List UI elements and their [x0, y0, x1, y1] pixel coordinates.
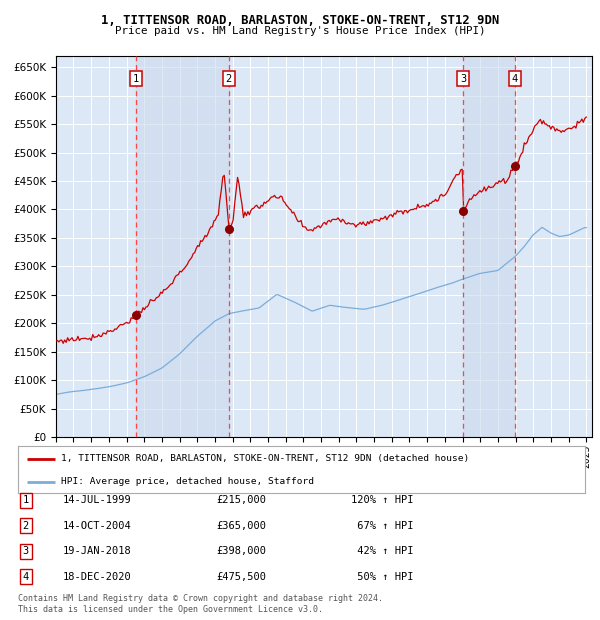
Text: 2: 2	[23, 521, 29, 531]
Text: 42% ↑ HPI: 42% ↑ HPI	[351, 546, 413, 556]
Text: 4: 4	[512, 74, 518, 84]
Text: 4: 4	[23, 572, 29, 582]
Text: 3: 3	[460, 74, 467, 84]
Text: This data is licensed under the Open Government Licence v3.0.: This data is licensed under the Open Gov…	[18, 604, 323, 614]
Text: 19-JAN-2018: 19-JAN-2018	[63, 546, 132, 556]
Text: £475,500: £475,500	[216, 572, 266, 582]
Text: £398,000: £398,000	[216, 546, 266, 556]
Text: 120% ↑ HPI: 120% ↑ HPI	[351, 495, 413, 505]
Text: £365,000: £365,000	[216, 521, 266, 531]
Bar	[136, 56, 229, 437]
Text: 14-JUL-1999: 14-JUL-1999	[63, 495, 132, 505]
Text: 67% ↑ HPI: 67% ↑ HPI	[351, 521, 413, 531]
Text: £215,000: £215,000	[216, 495, 266, 505]
Text: HPI: Average price, detached house, Stafford: HPI: Average price, detached house, Staf…	[61, 477, 314, 486]
Text: Price paid vs. HM Land Registry's House Price Index (HPI): Price paid vs. HM Land Registry's House …	[115, 26, 485, 36]
Text: 1: 1	[23, 495, 29, 505]
Bar	[463, 56, 515, 437]
Text: 2: 2	[226, 74, 232, 84]
Text: 18-DEC-2020: 18-DEC-2020	[63, 572, 132, 582]
Text: 1: 1	[133, 74, 139, 84]
Text: 3: 3	[23, 546, 29, 556]
Text: 1, TITTENSOR ROAD, BARLASTON, STOKE-ON-TRENT, ST12 9DN: 1, TITTENSOR ROAD, BARLASTON, STOKE-ON-T…	[101, 14, 499, 27]
Text: 50% ↑ HPI: 50% ↑ HPI	[351, 572, 413, 582]
Text: 1, TITTENSOR ROAD, BARLASTON, STOKE-ON-TRENT, ST12 9DN (detached house): 1, TITTENSOR ROAD, BARLASTON, STOKE-ON-T…	[61, 454, 469, 464]
Text: Contains HM Land Registry data © Crown copyright and database right 2024.: Contains HM Land Registry data © Crown c…	[18, 594, 383, 603]
Text: 14-OCT-2004: 14-OCT-2004	[63, 521, 132, 531]
